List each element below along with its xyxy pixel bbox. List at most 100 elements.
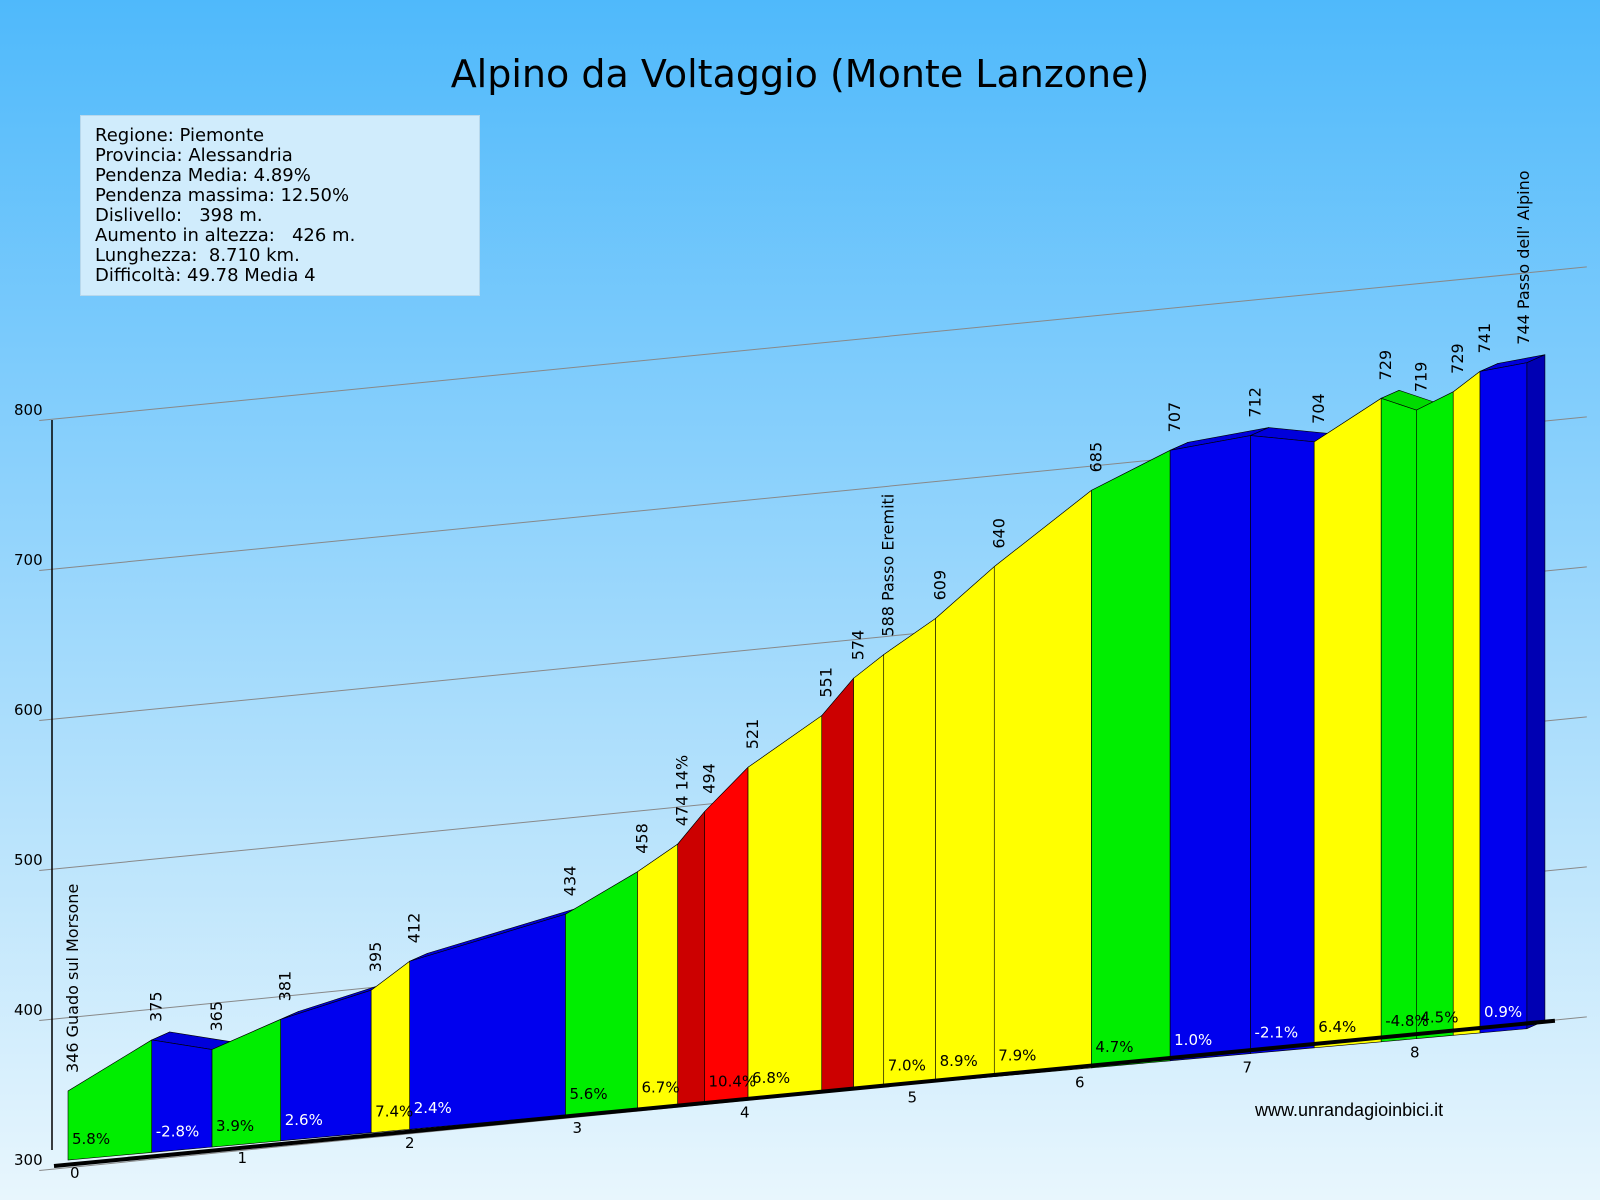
segment-face bbox=[883, 617, 936, 1087]
profile-segment bbox=[1479, 354, 1546, 1034]
x-tick-label: 3 bbox=[573, 1119, 583, 1137]
grade-label: 4.7% bbox=[1095, 1038, 1133, 1056]
grade-labels: 5.8% -2.8% 3.9% 2.6% 7.4% 2.4%5.6% 6.7% 10.4%6.… bbox=[72, 1003, 1522, 1148]
profile-segment bbox=[409, 905, 584, 1130]
profile-segment bbox=[747, 707, 840, 1100]
x-tick-label: 7 bbox=[1243, 1058, 1253, 1076]
grade-label: 8.9% bbox=[940, 1052, 978, 1070]
segment-face bbox=[935, 565, 995, 1083]
altitude-label: 375 bbox=[147, 991, 166, 1022]
segment-face bbox=[1380, 397, 1417, 1043]
segment-face bbox=[1091, 449, 1171, 1069]
segment-face bbox=[1313, 397, 1382, 1049]
grade-label: 5.6% bbox=[569, 1085, 607, 1103]
info-avg-grade: Pendenza Media: 4.89% bbox=[95, 165, 311, 186]
y-tick-label: 300 bbox=[14, 1151, 43, 1169]
y-tick-label: 700 bbox=[14, 551, 43, 569]
altitude-label: 609 bbox=[931, 570, 950, 601]
grade-label: 3.9% bbox=[216, 1117, 254, 1135]
profile-end-wall bbox=[1526, 354, 1546, 1030]
profile-segment bbox=[993, 482, 1110, 1077]
altitude-label: 588 Passo Eremiti bbox=[879, 494, 898, 637]
segment-face bbox=[1169, 435, 1251, 1062]
altitude-label: 412 bbox=[405, 913, 424, 944]
altitude-label: 685 bbox=[1086, 442, 1105, 473]
info-max-grade: Pendenza massima: 12.50% bbox=[95, 185, 350, 206]
grade-label: 10.4% bbox=[709, 1073, 757, 1091]
grade-label: -4.8% bbox=[1385, 1012, 1429, 1030]
altitude-label: 712 bbox=[1246, 387, 1265, 418]
info-length: Lunghezza: 8.710 km. bbox=[95, 245, 300, 266]
info-difficulty: Difficoltà: 49.78 Media 4 bbox=[95, 265, 316, 286]
segment-face bbox=[853, 653, 885, 1090]
y-tick-label: 500 bbox=[14, 851, 43, 869]
segment-face bbox=[1250, 435, 1315, 1054]
grade-label: 1.0% bbox=[1174, 1031, 1212, 1049]
profile-segment bbox=[1249, 427, 1334, 1054]
altitude-label: 346 Guado sul Morsone bbox=[63, 884, 82, 1073]
altitude-label: 729 bbox=[1376, 350, 1395, 381]
altitude-label: 707 bbox=[1165, 402, 1184, 433]
x-tick-label: 0 bbox=[70, 1164, 80, 1182]
x-tick-label: 5 bbox=[908, 1089, 918, 1107]
x-tick-label: 2 bbox=[405, 1134, 415, 1152]
grade-label: 2.6% bbox=[285, 1111, 323, 1129]
y-tick-label: 800 bbox=[14, 401, 43, 419]
segment-face bbox=[565, 871, 638, 1116]
y-tick-label: 400 bbox=[14, 1001, 43, 1019]
grade-label: 7.4% bbox=[375, 1103, 413, 1121]
altitude-labels: 346 Guado sul Morsone 375 365 381 395 412 434 4… bbox=[63, 170, 1533, 1073]
altitude-label: 381 bbox=[276, 971, 295, 1002]
altitude-label: 719 bbox=[1411, 362, 1430, 393]
segment-face bbox=[993, 489, 1092, 1077]
altitude-label: 521 bbox=[743, 719, 762, 750]
profile-segment bbox=[1091, 442, 1189, 1069]
info-box: Regione: Piemonte Provincia: Alessandria… bbox=[80, 115, 480, 296]
profile-segment bbox=[150, 1031, 232, 1153]
source-watermark: www.unrandagioinbici.it bbox=[1255, 1100, 1444, 1120]
segment-face bbox=[704, 766, 749, 1104]
grade-label: 2.4% bbox=[414, 1099, 452, 1117]
altitude-label: 474 14% bbox=[673, 755, 692, 826]
x-tick-label: 8 bbox=[1410, 1043, 1420, 1061]
altitude-label: 458 bbox=[633, 823, 652, 854]
grade-label: -2.1% bbox=[1255, 1024, 1299, 1042]
y-tick-label: 600 bbox=[14, 701, 43, 719]
altitude-label: 551 bbox=[817, 667, 836, 698]
grade-label: 6.7% bbox=[642, 1079, 680, 1097]
grid-line bbox=[39, 266, 1587, 422]
grade-label: 6.4% bbox=[1318, 1018, 1356, 1036]
segment-face bbox=[747, 715, 823, 1100]
x-tick-label: 4 bbox=[740, 1104, 750, 1122]
altitude-label: 704 bbox=[1309, 393, 1328, 424]
grade-label: 0.9% bbox=[1484, 1003, 1522, 1021]
segment-face bbox=[821, 677, 854, 1093]
info-province: Provincia: Alessandria bbox=[95, 145, 293, 166]
segment-face bbox=[1416, 391, 1454, 1039]
info-elevation-gain: Aumento in altezza: 426 m. bbox=[95, 225, 356, 246]
x-tick-label: 1 bbox=[238, 1149, 248, 1167]
grade-label: 4.5% bbox=[1420, 1009, 1458, 1027]
x-tick-label: 6 bbox=[1075, 1074, 1085, 1092]
profile-segment bbox=[565, 863, 656, 1116]
altitude-label: 744 Passo dell' Alpino bbox=[1514, 170, 1533, 344]
grade-label: 5.8% bbox=[72, 1130, 110, 1148]
altitude-label: 640 bbox=[989, 518, 1008, 549]
altitude-label: 365 bbox=[207, 1001, 226, 1032]
y-axis: 300 400 500 600 700 800 bbox=[14, 401, 53, 1169]
segment-face bbox=[677, 810, 705, 1106]
altitude-label: 741 bbox=[1475, 323, 1494, 354]
info-elevation-diff: Dislivello: 398 m. bbox=[95, 205, 263, 226]
segment-face bbox=[637, 843, 679, 1110]
segment-face bbox=[1479, 362, 1528, 1034]
altitude-label: 494 bbox=[700, 763, 719, 794]
altitude-label: 434 bbox=[560, 866, 579, 897]
grade-label: -2.8% bbox=[156, 1122, 200, 1140]
grade-label: 7.9% bbox=[998, 1047, 1036, 1065]
x-axis: 0 1 2 3 4 5 6 7 8 bbox=[53, 1018, 1556, 1182]
grade-label: 6.8% bbox=[752, 1069, 790, 1087]
profile-segment bbox=[935, 558, 1013, 1083]
profile-segment bbox=[1313, 390, 1400, 1049]
